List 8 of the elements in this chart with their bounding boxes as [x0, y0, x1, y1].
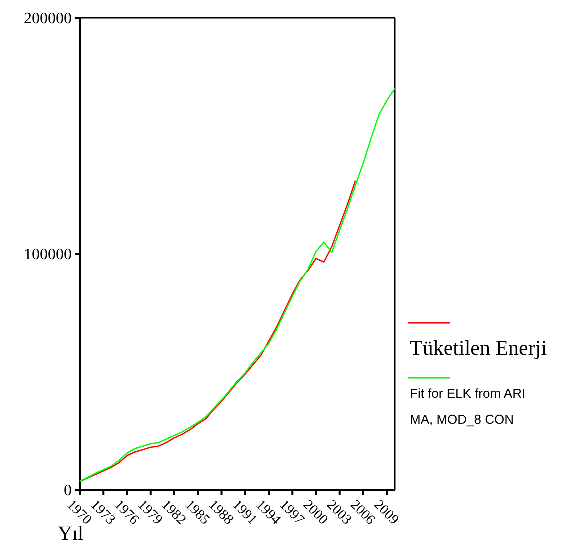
y-tick-label: 200000: [24, 10, 72, 28]
y-tick-label: 100000: [24, 246, 72, 264]
x-axis-title: Yıl: [58, 523, 84, 545]
line-series: [79, 180, 356, 482]
y-tick-label: 0: [64, 482, 72, 500]
line-series: [79, 88, 396, 482]
legend-label: Tüketilen Enerji: [410, 336, 548, 360]
legend-label: Fit for ELK from ARIMA, MOD_8 CON: [410, 386, 526, 427]
